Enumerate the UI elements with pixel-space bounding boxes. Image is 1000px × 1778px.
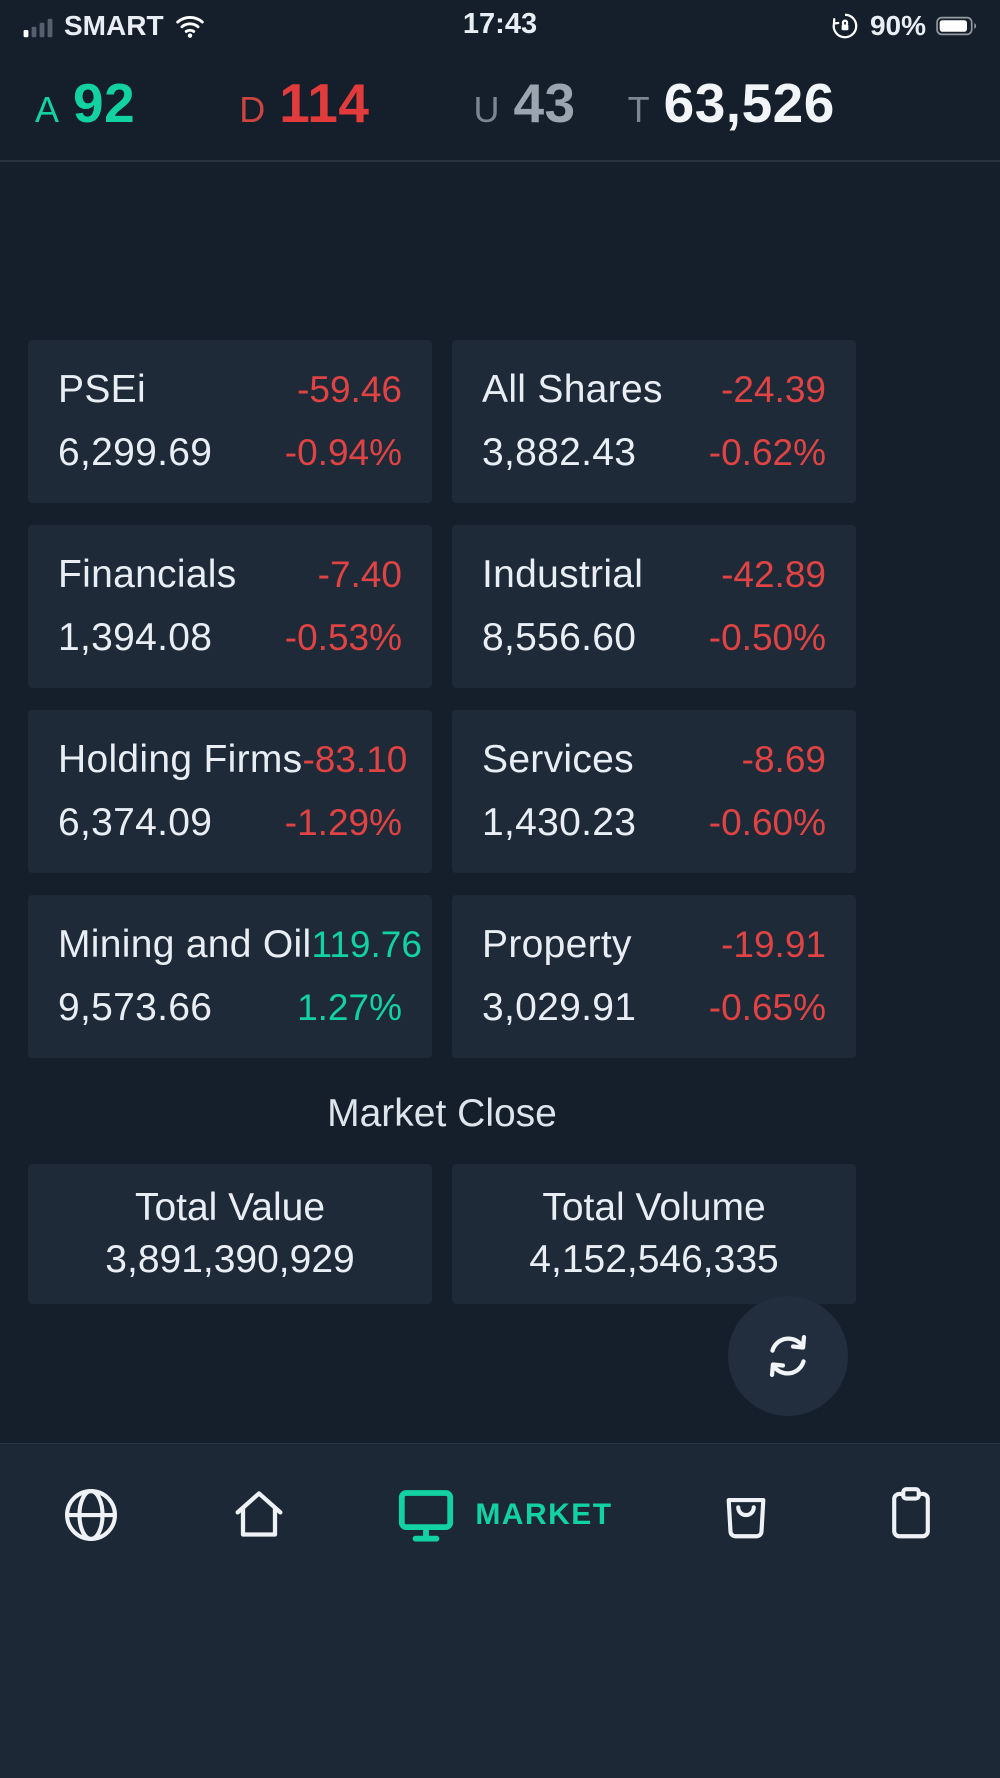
index-value: 6,299.69 [58, 431, 213, 474]
market-status-label: Market Close [327, 1092, 557, 1135]
index-change: -8.69 [741, 739, 826, 780]
index-value: 3,882.43 [482, 431, 637, 474]
advances-label: A [35, 89, 60, 130]
total-volume-amount: 4,152,546,335 [529, 1238, 779, 1281]
battery-icon [936, 16, 977, 36]
index-value: 9,573.66 [58, 986, 213, 1029]
index-value: 3,029.91 [482, 986, 637, 1029]
nav-portfolio-button[interactable] [880, 1482, 942, 1544]
unchanged-stat: U 43 [473, 71, 575, 135]
home-icon [235, 1491, 283, 1537]
index-card-industrial[interactable]: Industrial -42.89 8,556.60 -0.50% [452, 525, 856, 688]
total-value-amount: 3,891,390,929 [105, 1238, 355, 1281]
index-name: Holding Firms [58, 738, 303, 781]
declines-value: 114 [279, 72, 370, 134]
index-change: -7.40 [317, 554, 402, 595]
index-name: All Shares [482, 368, 663, 411]
battery-percent-label: 90% [869, 10, 926, 41]
index-change: -59.46 [297, 369, 402, 410]
index-change: 119.76 [311, 924, 422, 965]
index-value: 1,430.23 [482, 801, 637, 844]
index-card-property[interactable]: Property -19.91 3,029.91 -0.65% [452, 895, 856, 1058]
declines-label: D [239, 89, 266, 130]
index-name: PSEi [58, 368, 146, 411]
refresh-icon [769, 1334, 807, 1378]
clipboard-icon [892, 1487, 930, 1539]
status-bar: SMART 17:43 90% [0, 0, 1000, 46]
index-change: -19.91 [721, 924, 826, 965]
shopping-bag-icon [726, 1498, 766, 1539]
index-card-mining-and-oil[interactable]: Mining and Oil 119.76 9,573.66 1.27% [28, 895, 432, 1058]
index-value: 8,556.60 [482, 616, 637, 659]
index-name: Mining and Oil [58, 923, 312, 966]
index-value: 1,394.08 [58, 616, 213, 659]
advances-stat: A 92 [35, 71, 135, 135]
traded-value: 63,526 [663, 72, 835, 134]
index-percent: -1.29% [284, 802, 402, 843]
total-value-label: Total Value [134, 1186, 326, 1229]
index-name: Financials [58, 553, 237, 596]
traded-stat: T 63,526 [628, 71, 835, 135]
cellular-signal-icon [23, 18, 53, 38]
refresh-button[interactable] [728, 1296, 848, 1416]
index-change: -42.89 [721, 554, 826, 595]
bottom-nav-bar: MARKET [0, 1443, 1000, 1778]
index-name: Property [482, 923, 632, 966]
traded-label: T [627, 89, 650, 130]
index-card-services[interactable]: Services -8.69 1,430.23 -0.60% [452, 710, 856, 873]
index-card-holding-firms[interactable]: Holding Firms -83.10 6,374.09 -1.29% [28, 710, 432, 873]
index-name: Industrial [482, 553, 644, 596]
index-percent: -0.50% [708, 617, 826, 658]
index-card-all-shares[interactable]: All Shares -24.39 3,882.43 -0.62% [452, 340, 856, 503]
index-percent: -0.65% [708, 987, 826, 1028]
index-percent: 1.27% [297, 987, 402, 1028]
nav-market-button[interactable]: MARKET [393, 1482, 612, 1548]
index-change: -24.39 [721, 369, 826, 410]
unchanged-label: U [473, 89, 500, 130]
monitor-icon [399, 1490, 454, 1542]
totals-row: Total Value 3,891,390,929 Total Volume 4… [28, 1164, 856, 1304]
nav-trade-button[interactable] [715, 1482, 777, 1544]
declines-stat: D 114 [239, 71, 369, 135]
index-percent: -0.62% [708, 432, 826, 473]
nav-home-button[interactable] [227, 1482, 291, 1546]
index-card-psei[interactable]: PSEi -59.46 6,299.69 -0.94% [28, 340, 432, 503]
advances-value: 92 [73, 72, 136, 134]
indices-grid: PSEi -59.46 6,299.69 -0.94% All Shares -… [28, 340, 856, 1058]
status-time: 17:43 [462, 8, 538, 40]
rotation-lock-icon [832, 13, 858, 39]
carrier-label: SMART [64, 10, 164, 41]
total-value-card: Total Value 3,891,390,929 [28, 1164, 432, 1304]
wifi-icon [175, 16, 204, 38]
index-percent: -0.60% [708, 802, 826, 843]
index-percent: -0.53% [284, 617, 402, 658]
unchanged-value: 43 [513, 72, 576, 134]
market-summary-bar: A 92 D 114 U 43 T 63,526 [0, 46, 1000, 162]
index-change: -83.10 [302, 739, 408, 780]
index-value: 6,374.09 [58, 801, 213, 844]
nav-web-button[interactable] [58, 1482, 124, 1548]
total-volume-card: Total Volume 4,152,546,335 [452, 1164, 856, 1304]
nav-market-label: MARKET [475, 1498, 613, 1531]
index-percent: -0.94% [284, 432, 402, 473]
total-volume-label: Total Volume [542, 1186, 766, 1229]
index-name: Services [482, 738, 634, 781]
index-card-financials[interactable]: Financials -7.40 1,394.08 -0.53% [28, 525, 432, 688]
globe-icon [65, 1489, 117, 1541]
